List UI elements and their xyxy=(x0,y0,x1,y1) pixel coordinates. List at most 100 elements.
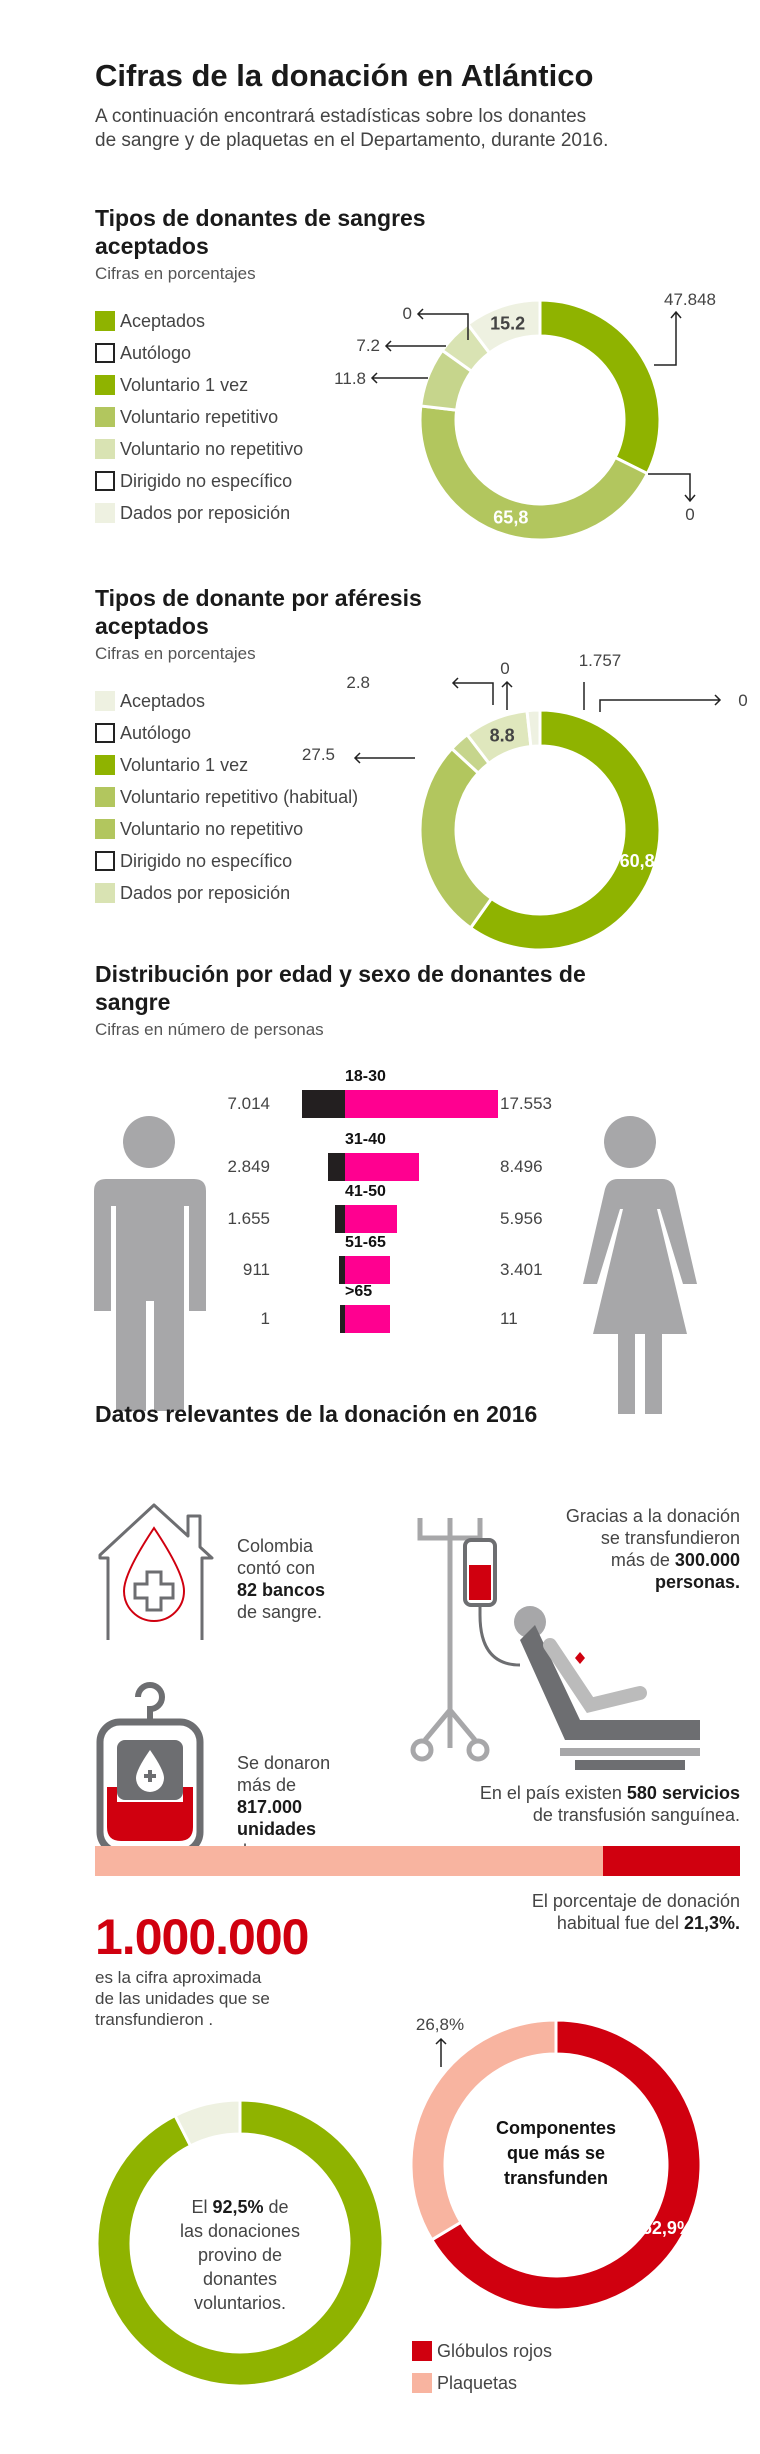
legend-swatch xyxy=(95,439,115,459)
legend-item: Voluntario 1 vez xyxy=(95,749,358,781)
callout-arrow xyxy=(384,340,446,352)
legend-item: Voluntario repetitivo xyxy=(95,401,303,433)
legend-label: Voluntario repetitivo (habitual) xyxy=(120,786,359,807)
age-label: 18-30 xyxy=(345,1068,386,1085)
male-bar xyxy=(340,1305,345,1333)
legend-label: Plaquetas xyxy=(437,2372,518,2393)
legend-item: Dirigido no específico xyxy=(95,465,303,497)
callout-label: 7.2 xyxy=(356,336,380,355)
legend-item: Aceptados xyxy=(95,685,358,717)
female-bar xyxy=(345,1090,498,1118)
slice-label: 65,8 xyxy=(493,508,528,528)
legend-item: Voluntario no repetitivo xyxy=(95,813,358,845)
legend-label: Voluntario no repetitivo xyxy=(120,438,304,459)
section-title-relevant: Datos relevantes de la donación en 2016 xyxy=(95,1401,538,1427)
donut-slice xyxy=(418,404,650,542)
legend-label: Voluntario no repetitivo xyxy=(120,818,304,839)
callout-arrow xyxy=(501,680,513,710)
legend-item: Voluntario 1 vez xyxy=(95,369,303,401)
legend-label: Aceptados xyxy=(120,310,206,331)
legend-label: Voluntario 1 vez xyxy=(120,754,249,775)
voluntary-text: El 92,5% de las donaciones provino de donan… xyxy=(179,2197,301,2313)
legend-item: Plaquetas xyxy=(412,2367,552,2399)
male-icon xyxy=(94,1116,206,1411)
donut-slice xyxy=(465,298,542,356)
legend-label: Autólogo xyxy=(120,342,192,363)
legend-blood-donors: Aceptados Autólogo Voluntario 1 vez Volunta… xyxy=(95,305,303,529)
legend-swatch xyxy=(95,883,115,903)
legend-swatch xyxy=(95,819,115,839)
legend-item: Voluntario no repetitivo xyxy=(95,433,303,465)
legend-swatch xyxy=(95,691,115,711)
callout-arrow xyxy=(416,308,469,340)
legend-label: Autólogo xyxy=(120,722,192,743)
page-title: Cifras de la donación en Atlántico xyxy=(95,58,594,93)
page-subtitle: A continuación encontrará estadísticas s… xyxy=(95,106,609,151)
legend-swatch xyxy=(95,375,115,395)
female-value: 3.401 xyxy=(500,1260,543,1279)
blood-bank-house-icon xyxy=(98,1503,214,1640)
callout-label: 0 xyxy=(738,691,747,710)
legend-label: Dados por reposición xyxy=(120,882,291,903)
callout-arrow xyxy=(648,473,696,503)
callout-arrow xyxy=(654,310,682,366)
transfusion-services-text: En el país existen 580 servicios de trans… xyxy=(479,1783,740,1825)
legend-item: Glóbulos rojos xyxy=(412,2335,552,2367)
male-value: 1.655 xyxy=(227,1209,270,1228)
slice-label: 52,9% xyxy=(642,2218,693,2238)
habitual-bar-segment xyxy=(602,1846,740,1876)
legend-apheresis: Aceptados Autólogo Voluntario 1 vez Volunta… xyxy=(95,685,358,909)
donut-slice xyxy=(95,2098,385,2388)
female-value: 8.496 xyxy=(500,1157,543,1176)
callout-label: 0 xyxy=(500,659,509,678)
section-note: Cifras en porcentajes xyxy=(95,644,256,663)
male-value: 1 xyxy=(260,1309,270,1328)
male-bar xyxy=(334,1205,345,1233)
age-label: >65 xyxy=(345,1283,373,1300)
donut-slice xyxy=(429,2018,703,2312)
callout-label: 0 xyxy=(685,505,694,524)
legend-item: Voluntario repetitivo (habitual) xyxy=(95,781,358,813)
male-value: 911 xyxy=(242,1260,270,1279)
age-label: 31-40 xyxy=(345,1131,386,1148)
transfusion-patient-icon xyxy=(410,1518,700,1770)
section-note: Cifras en número de personas xyxy=(95,1020,324,1039)
legend-label: Glóbulos rojos xyxy=(437,2340,553,2361)
legend-swatch xyxy=(95,851,115,871)
legend-swatch xyxy=(95,503,115,523)
donut-slice xyxy=(525,708,542,749)
legend-item: Autólogo xyxy=(95,337,303,369)
male-value: 7.014 xyxy=(227,1094,270,1113)
legend-swatch xyxy=(95,787,115,807)
legend-swatch xyxy=(95,471,115,491)
age-label: 41-50 xyxy=(345,1183,386,1200)
donut-slice xyxy=(173,2098,242,2148)
legend-label: Dados por reposición xyxy=(120,502,291,523)
legend-label: Voluntario repetitivo xyxy=(120,406,279,427)
legend-label: Aceptados xyxy=(120,690,206,711)
male-value: 2.849 xyxy=(227,1157,270,1176)
legend-item: Dados por reposición xyxy=(95,877,358,909)
legend-label: Voluntario 1 vez xyxy=(120,374,249,395)
callout-label: 11.8 xyxy=(334,369,366,388)
section-title-apheresis: Tipos de donante por aféresis aceptados xyxy=(95,585,422,639)
blood-bag-icon xyxy=(96,1682,204,1856)
callout-label: 1.757 xyxy=(579,651,622,670)
donut-slice xyxy=(418,746,494,931)
habitual-bar-segment xyxy=(95,1846,603,1876)
female-icon xyxy=(583,1116,697,1414)
section-note: Cifras en porcentajes xyxy=(95,264,256,283)
female-value: 5.956 xyxy=(500,1209,543,1228)
female-value: 11 xyxy=(500,1309,518,1328)
age-label: 51-65 xyxy=(345,1234,386,1251)
habitual-donation-text: El porcentaje de donación habitual fue de… xyxy=(531,1891,740,1933)
female-value: 17.553 xyxy=(500,1094,552,1113)
slice-label: 8.8 xyxy=(490,725,515,745)
legend-swatch xyxy=(412,2373,432,2393)
female-bar xyxy=(345,1153,419,1181)
callout-label: 0 xyxy=(403,304,412,323)
million-figure: 1.000.000 xyxy=(95,1909,309,1965)
female-bar xyxy=(345,1305,390,1333)
